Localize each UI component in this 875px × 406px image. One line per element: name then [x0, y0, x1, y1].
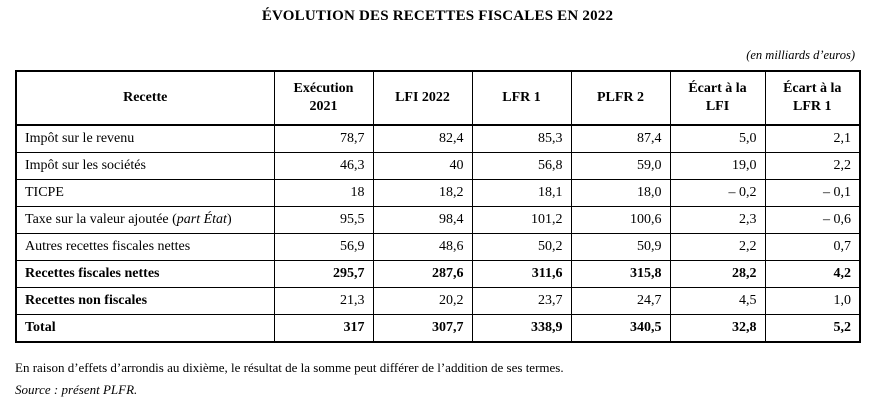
table-row: Total 317 307,7 338,9 340,5 32,8 5,2	[15, 314, 861, 343]
rounding-note: En raison d’effets d’arrondis au dixième…	[15, 360, 564, 375]
table-row: Autres recettes fiscales nettes 56,9 48,6 5…	[15, 233, 861, 261]
value-cell: 340,5	[570, 314, 671, 343]
value-cell: 50,2	[471, 233, 572, 261]
document-title: ÉVOLUTION DES RECETTES FISCALES EN 2022	[261, 8, 614, 24]
header-cell: LFR 1	[471, 70, 572, 126]
value-cell: 5,0	[669, 124, 766, 153]
value-cell: 56,8	[471, 152, 572, 180]
value-cell: 295,7	[273, 260, 374, 288]
header-cell: LFI 2022	[372, 70, 473, 126]
row-label: Taxe sur la valeur ajoutée (part État)	[15, 206, 275, 234]
value-cell: 28,2	[669, 260, 766, 288]
value-cell: 287,6	[372, 260, 473, 288]
value-cell: 0,7	[764, 233, 861, 261]
table-row: Impôt sur le revenu 78,7 82,4 85,3 87,4 5,0 2,…	[15, 124, 861, 153]
source-note: Source : présent PLFR.	[15, 382, 138, 397]
value-cell: 59,0	[570, 152, 671, 180]
value-cell: 2,3	[669, 206, 766, 234]
row-label: Recettes non fiscales	[15, 287, 275, 315]
value-cell: 317	[273, 314, 374, 343]
revenue-table: Recette Exécution 2021 LFI 2022 LFR 1 PL…	[15, 70, 861, 343]
row-label: Autres recettes fiscales nettes	[15, 233, 275, 261]
value-cell: 98,4	[372, 206, 473, 234]
value-cell: 338,9	[471, 314, 572, 343]
value-cell: 315,8	[570, 260, 671, 288]
value-cell: 50,9	[570, 233, 671, 261]
header-cell: PLFR 2	[570, 70, 671, 126]
value-cell: 95,5	[273, 206, 374, 234]
value-cell: 18,2	[372, 179, 473, 207]
value-cell: 78,7	[273, 124, 374, 153]
value-cell: 40	[372, 152, 473, 180]
value-cell: 19,0	[669, 152, 766, 180]
value-cell: 1,0	[764, 287, 861, 315]
header-cell: Écart à la LFI	[669, 70, 766, 126]
value-cell: 56,9	[273, 233, 374, 261]
value-cell: 100,6	[570, 206, 671, 234]
value-cell: 101,2	[471, 206, 572, 234]
value-cell: 23,7	[471, 287, 572, 315]
value-cell: 82,4	[372, 124, 473, 153]
header-cell: Écart à la LFR 1	[764, 70, 861, 126]
value-cell: 32,8	[669, 314, 766, 343]
table-row: Recettes fiscales nettes 295,7 287,6 311,6 3…	[15, 260, 861, 288]
value-cell: 4,2	[764, 260, 861, 288]
table-header-row: Recette Exécution 2021 LFI 2022 LFR 1 PL…	[15, 70, 861, 126]
row-label: Recettes fiscales nettes	[15, 260, 275, 288]
header-cell: Exécution 2021	[273, 70, 374, 126]
table-row: Taxe sur la valeur ajoutée (part État) 95…	[15, 206, 861, 234]
table-row: Recettes non fiscales 21,3 20,2 23,7 24,7 4,5…	[15, 287, 861, 315]
value-cell: 18	[273, 179, 374, 207]
value-cell: 18,0	[570, 179, 671, 207]
value-cell: 20,2	[372, 287, 473, 315]
value-cell: 4,5	[669, 287, 766, 315]
value-cell: 2,2	[669, 233, 766, 261]
units-note: (en milliards d’euros)	[746, 48, 855, 62]
value-cell: 48,6	[372, 233, 473, 261]
row-label: TICPE	[15, 179, 275, 207]
header-cell: Recette	[15, 70, 275, 126]
row-label: Impôt sur les sociétés	[15, 152, 275, 180]
value-cell: 46,3	[273, 152, 374, 180]
row-label: Impôt sur le revenu	[15, 124, 275, 153]
value-cell: 311,6	[471, 260, 572, 288]
value-cell: 2,2	[764, 152, 861, 180]
table-row: Impôt sur les sociétés 46,3 40 56,8 59,0 19,0…	[15, 152, 861, 180]
value-cell: 5,2	[764, 314, 861, 343]
value-cell: 21,3	[273, 287, 374, 315]
table-row: TICPE 18 18,2 18,1 18,0– 0,2– 0,1	[15, 179, 861, 207]
row-label: Total	[15, 314, 275, 343]
value-cell: 85,3	[471, 124, 572, 153]
value-cell: – 0,1	[764, 179, 861, 207]
value-cell: – 0,2	[669, 179, 766, 207]
value-cell: 2,1	[764, 124, 861, 153]
value-cell: 307,7	[372, 314, 473, 343]
value-cell: 24,7	[570, 287, 671, 315]
value-cell: 87,4	[570, 124, 671, 153]
value-cell: – 0,6	[764, 206, 861, 234]
value-cell: 18,1	[471, 179, 572, 207]
